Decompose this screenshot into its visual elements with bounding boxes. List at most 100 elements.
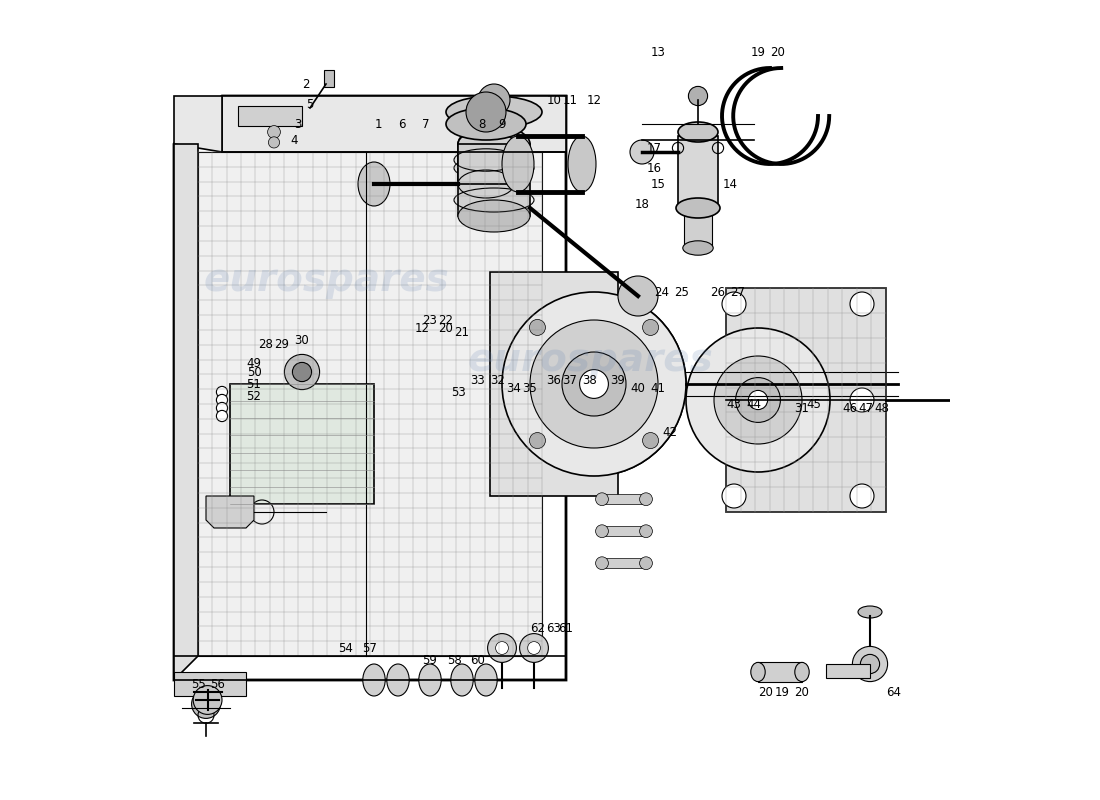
Text: 48: 48: [874, 402, 890, 414]
Text: 44: 44: [747, 398, 761, 410]
Ellipse shape: [502, 136, 534, 192]
Text: 33: 33: [471, 374, 485, 386]
Circle shape: [502, 292, 686, 476]
Circle shape: [217, 410, 228, 422]
Text: 60: 60: [471, 654, 485, 666]
Text: 51: 51: [246, 378, 262, 390]
Text: 25: 25: [674, 286, 690, 298]
Text: 14: 14: [723, 178, 737, 190]
Ellipse shape: [451, 664, 473, 696]
Circle shape: [850, 484, 875, 508]
Polygon shape: [174, 96, 222, 152]
Text: 38: 38: [583, 374, 597, 386]
Circle shape: [630, 140, 654, 164]
Circle shape: [639, 557, 652, 570]
Text: eurospares: eurospares: [204, 261, 449, 299]
Circle shape: [529, 433, 546, 449]
Circle shape: [217, 402, 228, 414]
Bar: [458, 144, 514, 184]
Text: 28: 28: [258, 338, 274, 350]
Text: 54: 54: [339, 642, 353, 654]
Text: 20: 20: [759, 686, 773, 698]
Text: 47: 47: [858, 402, 873, 414]
Text: 18: 18: [635, 198, 649, 210]
Circle shape: [595, 557, 608, 570]
Circle shape: [852, 646, 888, 682]
Circle shape: [530, 320, 658, 448]
Ellipse shape: [446, 96, 542, 128]
Text: 11: 11: [562, 94, 578, 106]
Text: 13: 13: [650, 46, 666, 58]
Bar: [238, 106, 302, 126]
Bar: [683, 208, 713, 248]
Circle shape: [293, 362, 311, 382]
Circle shape: [580, 370, 608, 398]
Text: 41: 41: [650, 382, 666, 394]
Text: 19: 19: [774, 686, 790, 698]
Circle shape: [639, 493, 652, 506]
Circle shape: [466, 92, 506, 132]
Ellipse shape: [683, 241, 713, 255]
Polygon shape: [174, 672, 246, 696]
Text: 45: 45: [806, 398, 822, 410]
Circle shape: [268, 137, 279, 148]
Text: 37: 37: [562, 374, 578, 386]
Circle shape: [580, 370, 608, 398]
Ellipse shape: [676, 198, 720, 218]
Bar: [758, 662, 802, 682]
Circle shape: [722, 292, 746, 316]
Text: 9: 9: [498, 118, 506, 130]
Ellipse shape: [458, 126, 530, 162]
Circle shape: [562, 352, 626, 416]
Circle shape: [502, 292, 686, 476]
Text: 43: 43: [727, 398, 741, 410]
Text: 58: 58: [447, 654, 461, 666]
Circle shape: [595, 525, 608, 538]
Text: 36: 36: [547, 374, 561, 386]
Text: 22: 22: [439, 314, 453, 326]
Bar: [602, 494, 646, 504]
Ellipse shape: [446, 108, 526, 140]
Ellipse shape: [858, 606, 882, 618]
Text: 64: 64: [887, 686, 902, 698]
Bar: [678, 136, 718, 208]
Text: 49: 49: [246, 358, 262, 370]
Ellipse shape: [363, 664, 385, 696]
Ellipse shape: [358, 162, 390, 206]
Circle shape: [529, 319, 546, 335]
Text: 16: 16: [647, 162, 661, 174]
Circle shape: [689, 86, 707, 106]
Ellipse shape: [568, 136, 596, 192]
Text: 19: 19: [750, 46, 766, 58]
Ellipse shape: [678, 122, 718, 142]
Ellipse shape: [458, 130, 514, 158]
Ellipse shape: [751, 662, 766, 682]
Polygon shape: [174, 144, 198, 680]
Polygon shape: [230, 384, 374, 504]
Circle shape: [748, 390, 768, 410]
Bar: [458, 144, 530, 216]
Text: 8: 8: [478, 118, 486, 130]
Text: 4: 4: [290, 134, 298, 146]
Text: 24: 24: [654, 286, 670, 298]
Text: 20: 20: [439, 322, 453, 334]
Circle shape: [217, 386, 228, 398]
Text: 63: 63: [547, 622, 561, 634]
Circle shape: [736, 378, 780, 422]
Polygon shape: [222, 96, 566, 152]
Ellipse shape: [475, 664, 497, 696]
Circle shape: [850, 388, 875, 412]
Circle shape: [267, 126, 280, 138]
Text: 10: 10: [547, 94, 561, 106]
Text: 34: 34: [507, 382, 521, 394]
Circle shape: [496, 642, 508, 654]
Text: 50: 50: [246, 366, 262, 378]
Circle shape: [519, 634, 549, 662]
Text: 32: 32: [491, 374, 505, 386]
Circle shape: [562, 352, 626, 416]
Text: 52: 52: [246, 390, 262, 402]
Bar: [602, 526, 646, 536]
Circle shape: [714, 356, 802, 444]
Circle shape: [191, 690, 220, 718]
Text: 3: 3: [295, 118, 301, 130]
